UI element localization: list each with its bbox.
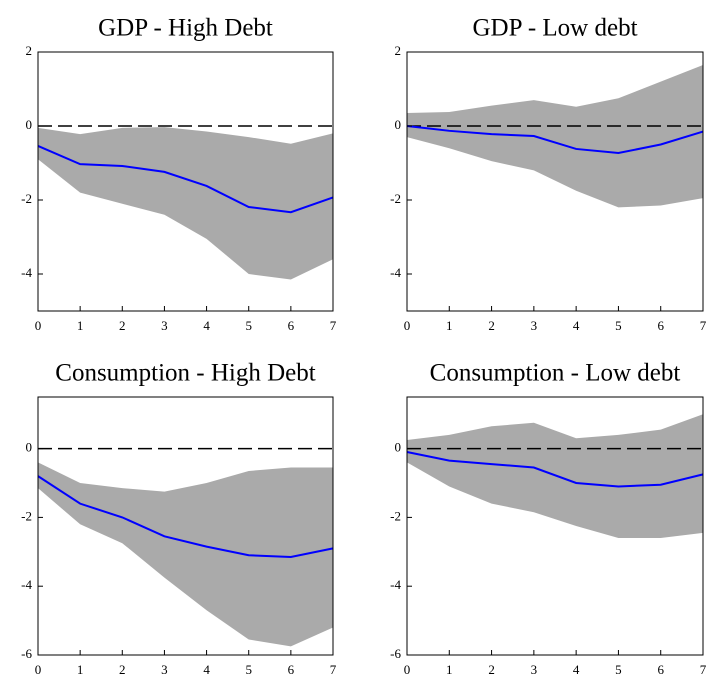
x-tick-label: 2 [488,662,495,677]
panel-title: GDP - Low debt [472,15,637,42]
x-tick-label: 0 [404,662,411,677]
x-tick-label: 5 [615,662,622,677]
x-tick-label: 4 [573,318,580,333]
x-tick-label: 1 [446,662,453,677]
x-tick-label: 4 [203,662,210,677]
x-tick-label: 1 [446,318,453,333]
y-tick-label: 2 [395,43,402,58]
x-tick-label: 0 [35,662,42,677]
panel-title: Consumption - High Debt [55,360,315,387]
y-tick-label: -4 [390,577,401,592]
confidence-band [38,127,333,280]
y-tick-label: 0 [26,117,33,132]
y-tick-label: -4 [390,265,401,280]
x-tick-label: 5 [245,318,252,333]
y-tick-label: -2 [21,191,32,206]
response-line [406,451,704,488]
y-tick-label: 0 [395,440,402,455]
x-tick-label: 4 [573,662,580,677]
x-tick-label: 6 [288,318,295,333]
x-tick-label: 0 [404,318,411,333]
x-tick-label: 3 [531,662,538,677]
confidence-band [407,64,703,208]
panel-title: GDP - High Debt [98,15,273,42]
x-tick-label: 3 [161,662,168,677]
x-tick-label: 1 [77,318,84,333]
x-tick-label: 2 [488,318,495,333]
x-tick-label: 3 [161,318,168,333]
y-tick-label: -6 [21,646,32,661]
response-line [37,475,334,558]
y-tick-label: 2 [26,43,33,58]
x-tick-label: 7 [330,662,337,677]
y-tick-label: -6 [390,646,401,661]
x-tick-label: 6 [657,662,664,677]
x-tick-label: 6 [288,662,295,677]
y-tick-label: 0 [395,117,402,132]
y-tick-label: 0 [26,440,33,455]
plot-frame [37,396,334,656]
response-line [37,145,334,214]
x-tick-label: 1 [77,662,84,677]
x-tick-label: 6 [657,318,664,333]
plot-frame [37,51,334,312]
plot-frame [406,51,704,312]
x-tick-label: 7 [700,318,707,333]
y-tick-label: -4 [21,265,32,280]
response-line [406,125,704,155]
y-tick-label: -2 [390,508,401,523]
panel-title: Consumption - Low debt [430,360,681,387]
x-tick-label: 5 [245,662,252,677]
x-tick-label: 2 [119,662,126,677]
x-tick-label: 0 [35,318,42,333]
x-tick-label: 7 [330,318,337,333]
confidence-band [38,462,333,647]
y-tick-label: -2 [21,508,32,523]
x-tick-label: 2 [119,318,126,333]
x-tick-label: 3 [531,318,538,333]
plot-frame [406,396,704,656]
y-tick-label: -2 [390,191,401,206]
x-tick-label: 7 [700,662,707,677]
x-tick-label: 4 [203,318,210,333]
x-tick-label: 5 [615,318,622,333]
y-tick-label: -4 [21,577,32,592]
